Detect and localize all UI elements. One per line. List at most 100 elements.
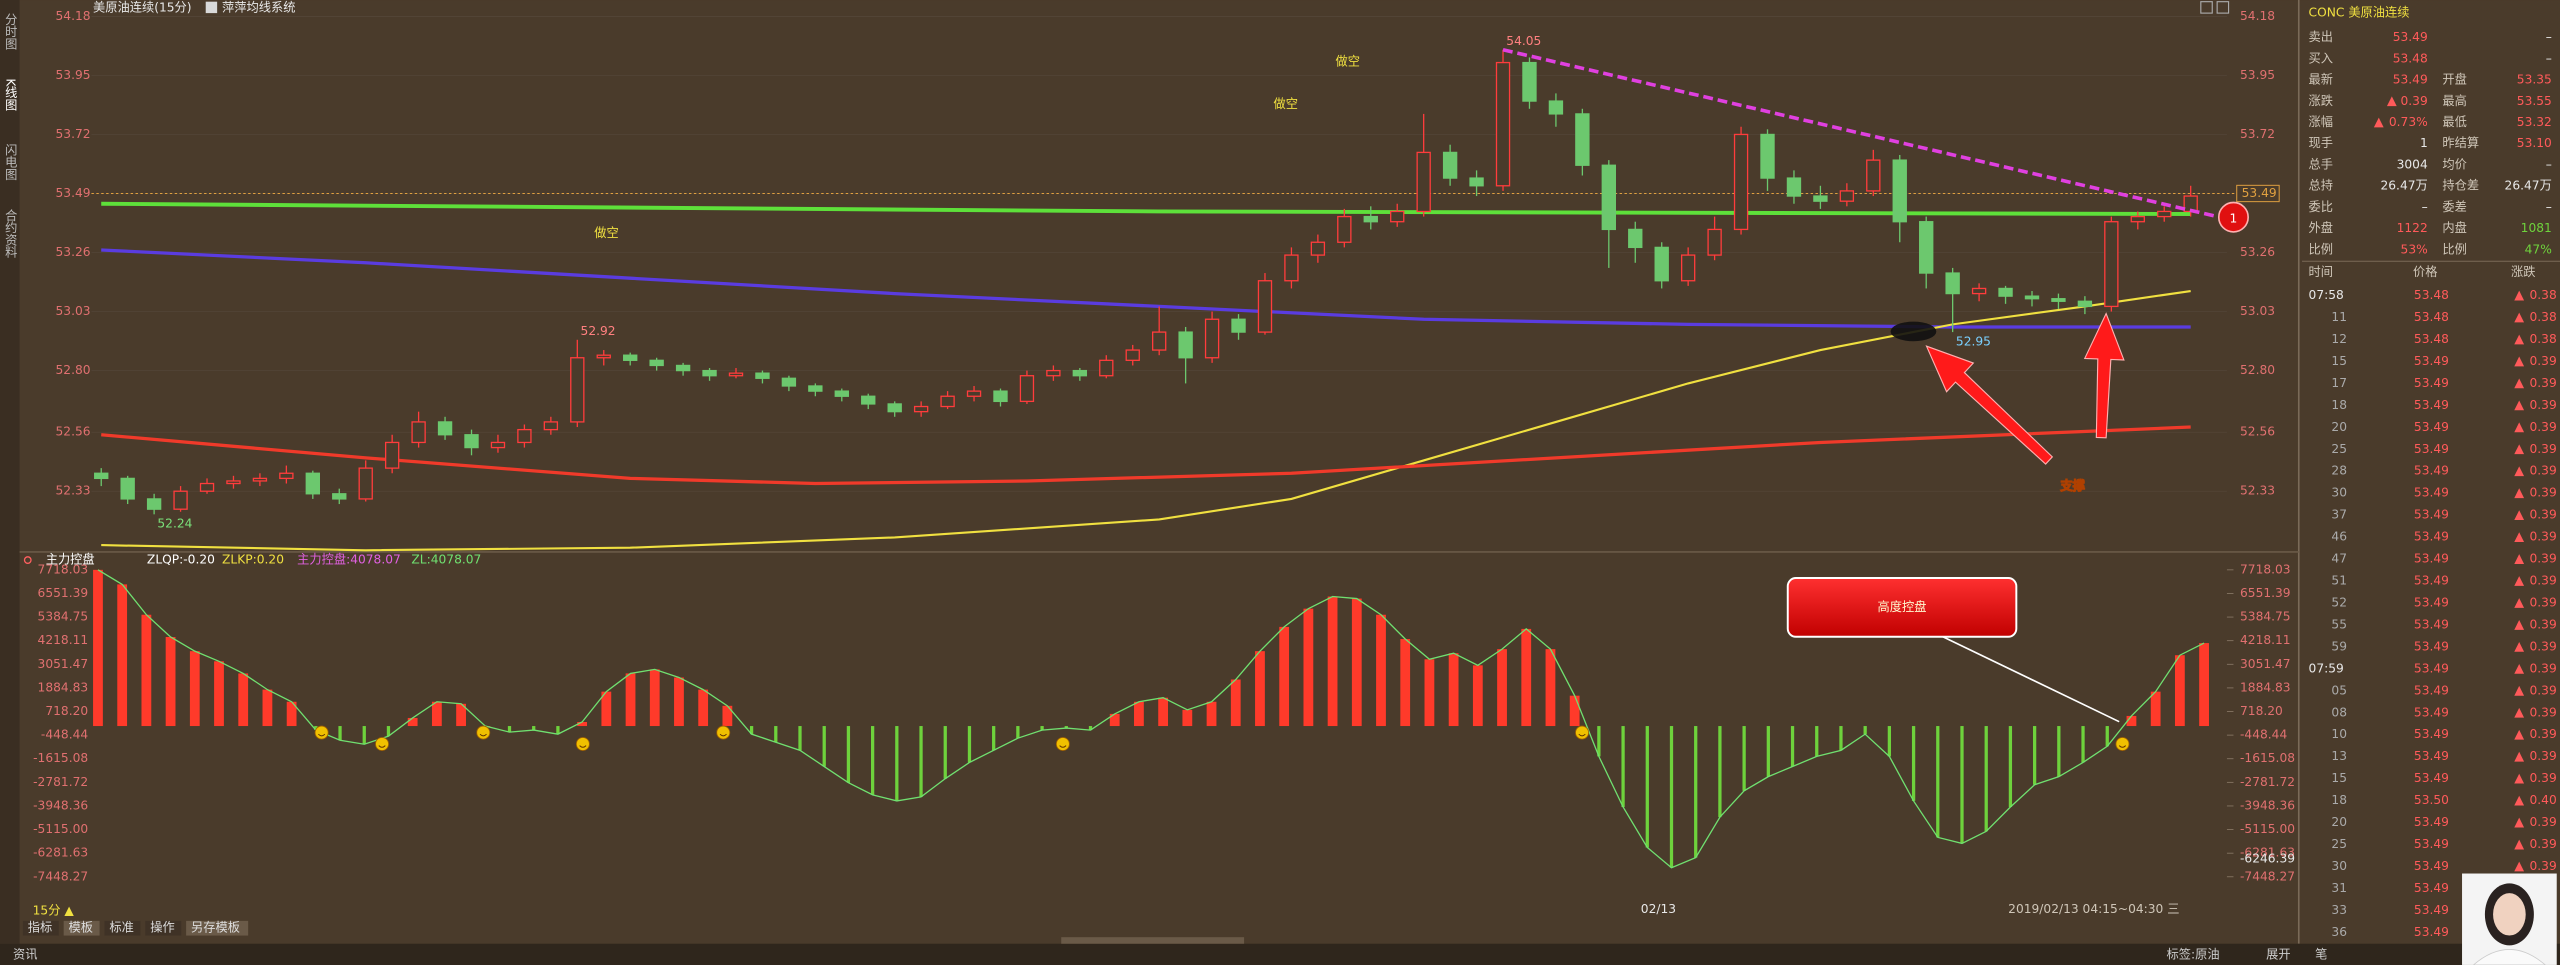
candle-body — [332, 493, 347, 500]
indicator-bar — [1790, 726, 1795, 767]
window-button[interactable] — [2200, 1, 2213, 14]
up-arrow — [2514, 620, 2525, 630]
indicator-bar — [456, 703, 466, 727]
candle-body — [1575, 113, 1590, 166]
quote-label: 委比 — [2309, 200, 2333, 214]
y-tick-label: 53.95 — [2240, 68, 2275, 82]
indicator-bar — [1182, 709, 1193, 727]
y-tick-label: 53.26 — [2240, 245, 2275, 259]
indicator-icon[interactable] — [23, 556, 32, 564]
scroll-handle[interactable] — [1061, 937, 1245, 944]
tab[interactable] — [104, 920, 141, 936]
quote-value: 53.10 — [2517, 136, 2552, 150]
status-pen[interactable]: 笔 — [2315, 947, 2327, 962]
y-tick-label: 4218.11 — [38, 633, 89, 647]
candle-body — [1442, 151, 1458, 179]
tab[interactable] — [145, 920, 182, 936]
tick-time: 18 — [2331, 793, 2347, 807]
quote-label: 内盘 — [2442, 220, 2466, 235]
indicator-bar — [698, 689, 709, 727]
indicator-bar — [93, 569, 103, 727]
up-arrow — [2514, 685, 2525, 696]
status-bar — [0, 943, 2560, 965]
window-button[interactable] — [2216, 1, 2230, 14]
tick-change: 0.39 — [2529, 705, 2556, 719]
signal-label: 做空 — [1273, 96, 1297, 111]
indicator-bar — [1448, 653, 1459, 727]
trend-line — [1502, 47, 2218, 219]
indicator-bar — [1109, 713, 1120, 727]
indicator-bar — [846, 726, 851, 783]
status-left[interactable]: 资讯 — [13, 948, 37, 962]
indicator-bar — [2032, 726, 2037, 785]
quote-label: 最新 — [2309, 72, 2333, 87]
tick-change: 0.39 — [2529, 617, 2556, 631]
indicator-bar — [1088, 726, 1093, 731]
tab[interactable] — [63, 920, 100, 936]
header-symbol: 美原油连续(15分) — [93, 0, 192, 15]
tab[interactable] — [22, 920, 59, 936]
quote-label: 总手 — [2309, 157, 2333, 171]
tab-label[interactable]: 另存模板 — [191, 921, 240, 935]
marker-circle — [2217, 201, 2249, 233]
candle-body — [464, 434, 479, 449]
tick-change: 0.39 — [2529, 639, 2556, 653]
signal-icon — [476, 725, 491, 740]
quote-label: 外盘 — [2309, 220, 2333, 235]
period-selector[interactable]: 15分 ▲ — [33, 904, 75, 918]
tab-label[interactable]: 标准 — [109, 921, 133, 935]
candle-body — [1601, 164, 1617, 231]
candle-body — [1813, 195, 1828, 202]
quote-title: CONC 美原油连续 — [2309, 5, 2410, 20]
signal-label: 做空 — [594, 225, 618, 240]
indicator-bar — [1134, 701, 1144, 727]
candle-body — [1548, 100, 1564, 115]
tab[interactable] — [186, 920, 249, 936]
side-tab[interactable]: 闪电图 — [3, 143, 17, 180]
indicator-bar — [722, 705, 733, 727]
indicator-bar — [1569, 695, 1580, 727]
indicator-bar — [749, 726, 754, 735]
candle-body — [913, 405, 929, 413]
candle-body — [1416, 151, 1431, 213]
candle-body — [1072, 369, 1088, 377]
tick-price: 53.49 — [2414, 574, 2449, 588]
candle-body — [1337, 215, 1352, 243]
quote-label: 开盘 — [2442, 72, 2466, 87]
indicator-bar — [774, 726, 778, 743]
tick-change: 0.39 — [2529, 859, 2556, 873]
tick-price: 53.49 — [2414, 683, 2449, 697]
up-arrow — [2514, 576, 2525, 586]
tick-price: 53.49 — [2414, 442, 2449, 456]
indicator-bar — [1016, 726, 1020, 739]
indicator-bar — [992, 726, 996, 751]
candle-body — [1971, 287, 1987, 295]
candle-body — [1945, 272, 1960, 295]
tab-label[interactable]: 模板 — [69, 921, 93, 935]
y-tick-label: -1615.08 — [2240, 751, 2295, 765]
indicator-bar — [822, 726, 826, 767]
tick-price: 53.49 — [2414, 464, 2449, 478]
side-tab[interactable]: 分时图 — [3, 13, 17, 50]
tick-time: 30 — [2331, 859, 2347, 873]
candle-body — [1469, 177, 1484, 187]
signal-icon-face — [1059, 745, 1067, 748]
support-arrow — [1925, 345, 2054, 465]
moving-average — [101, 201, 2191, 216]
candle-body — [1363, 215, 1378, 223]
status-expand[interactable]: 展开 — [2266, 948, 2290, 962]
candle-body — [1733, 133, 1749, 231]
candle-body — [1919, 221, 1934, 274]
candle-body — [702, 369, 717, 377]
indicator-bar — [1472, 665, 1483, 727]
tab-label[interactable]: 操作 — [150, 920, 174, 935]
side-tab[interactable]: K线图 — [3, 78, 17, 111]
indicator-bar — [2081, 726, 2085, 763]
quote-value: – — [2546, 157, 2552, 171]
tick-time: 05 — [2331, 683, 2347, 697]
candle-body — [358, 467, 373, 500]
tab-label[interactable]: 指标 — [28, 920, 52, 935]
side-tab[interactable]: 合约资料 — [3, 208, 17, 258]
system-icon[interactable] — [205, 1, 218, 14]
tick-price: 53.49 — [2414, 881, 2449, 895]
